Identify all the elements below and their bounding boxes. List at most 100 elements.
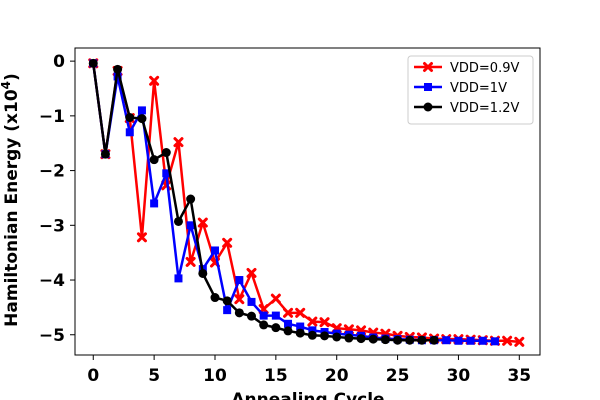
- marker-stroke: [319, 317, 330, 328]
- data-point: [270, 293, 281, 304]
- data-point: [100, 149, 110, 159]
- legend-label: VDD=1V: [450, 81, 507, 96]
- data-point: [149, 75, 160, 86]
- data-point: [136, 232, 147, 243]
- y-axis-title-exponent: 4: [0, 81, 13, 89]
- x-tick-label: 35: [507, 366, 531, 386]
- data-point: [259, 320, 269, 330]
- y-tick-label: 0: [53, 52, 65, 72]
- data-point: [308, 326, 317, 335]
- marker-stroke: [173, 137, 184, 148]
- data-point: [478, 336, 487, 345]
- marker-stroke: [502, 335, 513, 346]
- y-tick-label: −1: [39, 107, 65, 127]
- data-point: [222, 237, 233, 248]
- x-tick-label: 20: [325, 366, 349, 386]
- data-point: [161, 148, 171, 158]
- data-point: [223, 306, 232, 315]
- x-tick-label: 10: [203, 366, 227, 386]
- x-tick-label: 25: [386, 366, 410, 386]
- data-point: [174, 274, 183, 283]
- marker-stroke: [185, 256, 196, 267]
- data-point: [332, 332, 342, 342]
- x-axis-title: Annealing Cycle: [231, 390, 384, 400]
- legend-label: VDD=0.9V: [450, 61, 519, 76]
- data-point: [210, 246, 219, 255]
- marker-stroke: [423, 62, 433, 72]
- data-point: [113, 64, 123, 74]
- data-point: [247, 311, 257, 321]
- data-point: [186, 194, 196, 204]
- y-tick-label: −2: [39, 162, 65, 182]
- marker-stroke: [197, 217, 208, 228]
- series-3: [88, 58, 439, 345]
- data-point: [466, 336, 475, 345]
- marker-stroke: [295, 307, 306, 318]
- data-point: [173, 216, 183, 226]
- data-point: [88, 58, 98, 68]
- data-point: [295, 328, 305, 338]
- legend-item: VDD=1V: [414, 81, 507, 96]
- legend-swatch-marker: [423, 102, 433, 112]
- data-point: [185, 256, 196, 267]
- data-point: [246, 267, 257, 278]
- data-point: [356, 334, 366, 344]
- data-point: [307, 330, 317, 340]
- data-point: [393, 335, 403, 345]
- marker-stroke: [149, 75, 160, 86]
- y-axis-title-main: Hamiltonian Energy (x10: [2, 89, 22, 327]
- data-point: [247, 297, 256, 306]
- marker-stroke: [270, 293, 281, 304]
- y-axis-title-close: ): [2, 73, 22, 81]
- x-tick-label: 5: [148, 366, 160, 386]
- data-point: [271, 311, 280, 320]
- data-point: [234, 308, 244, 318]
- data-point: [368, 334, 378, 344]
- data-point: [380, 335, 390, 345]
- data-point: [490, 337, 499, 346]
- marker-stroke: [307, 316, 318, 327]
- legend-swatch-marker: [423, 62, 433, 72]
- y-axis-title: Hamiltonian Energy (x104): [0, 73, 22, 327]
- data-point: [162, 169, 171, 178]
- data-point: [296, 322, 305, 331]
- data-point: [210, 293, 220, 303]
- data-point: [283, 326, 293, 336]
- data-point: [442, 336, 451, 345]
- data-point: [417, 335, 427, 345]
- x-tick-label: 15: [264, 366, 288, 386]
- data-point: [295, 307, 306, 318]
- data-point: [284, 319, 293, 328]
- data-point: [307, 316, 318, 327]
- data-point: [137, 114, 147, 124]
- data-point: [125, 128, 134, 137]
- data-point: [454, 336, 463, 345]
- data-point: [502, 335, 513, 346]
- data-point: [283, 307, 294, 318]
- legend-item: VDD=1.2V: [414, 101, 519, 116]
- data-point: [235, 276, 244, 285]
- data-point: [149, 155, 159, 165]
- y-tick-label: −4: [39, 271, 65, 291]
- data-point: [197, 217, 208, 228]
- y-tick-label: −3: [39, 216, 65, 236]
- data-point: [319, 317, 330, 328]
- data-point: [344, 333, 354, 343]
- marker-stroke: [246, 267, 257, 278]
- marker-stroke: [222, 237, 233, 248]
- data-point: [271, 323, 281, 333]
- data-point: [222, 296, 232, 306]
- legend: VDD=0.9V VDD=1V VDD=1.2V: [407, 55, 534, 125]
- data-point: [514, 336, 525, 347]
- data-point: [405, 335, 415, 345]
- axes: 0 5 10 15 20 25 30 35 0 −1 −2 −3 −4 −5: [39, 47, 541, 386]
- x-tick-label: 30: [447, 366, 471, 386]
- x-tick-label: 0: [87, 366, 99, 386]
- marker-stroke: [136, 232, 147, 243]
- data-point: [198, 268, 208, 278]
- plot-area: [88, 58, 525, 347]
- legend-swatch-marker: [424, 83, 432, 91]
- data-point: [150, 199, 159, 208]
- marker-stroke: [234, 294, 245, 305]
